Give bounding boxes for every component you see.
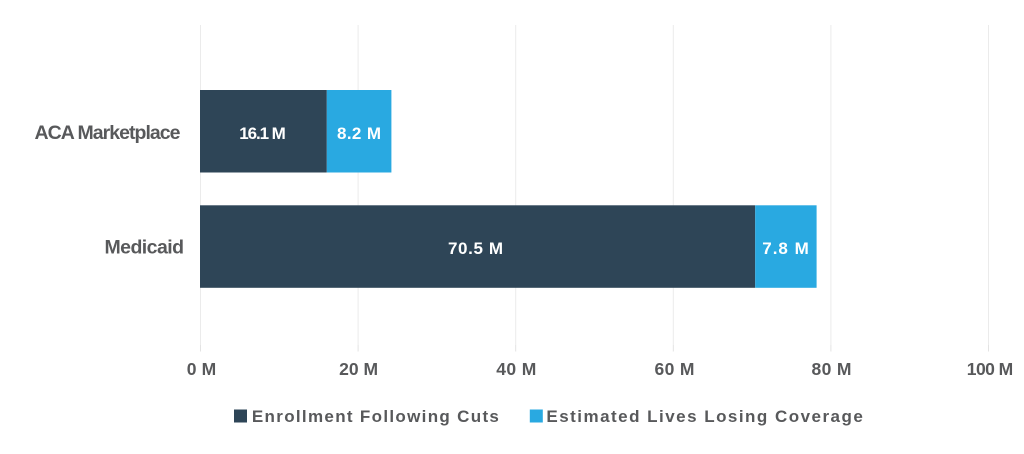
svg-text:Medicaid: Medicaid: [105, 237, 185, 259]
svg-text:Estimated Lives Losing Coverag: Estimated Lives Losing Coverage: [546, 407, 862, 426]
svg-text:40 M: 40 M: [496, 359, 536, 379]
svg-text:16.1 M: 16.1 M: [239, 124, 286, 143]
svg-text:100 M: 100 M: [967, 359, 1014, 379]
svg-text:8.2 M: 8.2 M: [337, 124, 381, 143]
svg-text:Enrollment Following Cuts: Enrollment Following Cuts: [252, 407, 499, 426]
svg-text:60 M: 60 M: [655, 359, 695, 379]
svg-text:0 M: 0 M: [187, 359, 217, 379]
svg-text:20 M: 20 M: [339, 359, 378, 379]
svg-text:ACA Marketplace: ACA Marketplace: [35, 122, 181, 144]
svg-text:70.5 M: 70.5 M: [448, 239, 503, 258]
svg-text:7.8 M: 7.8 M: [762, 239, 809, 258]
svg-text:80 M: 80 M: [812, 359, 852, 379]
